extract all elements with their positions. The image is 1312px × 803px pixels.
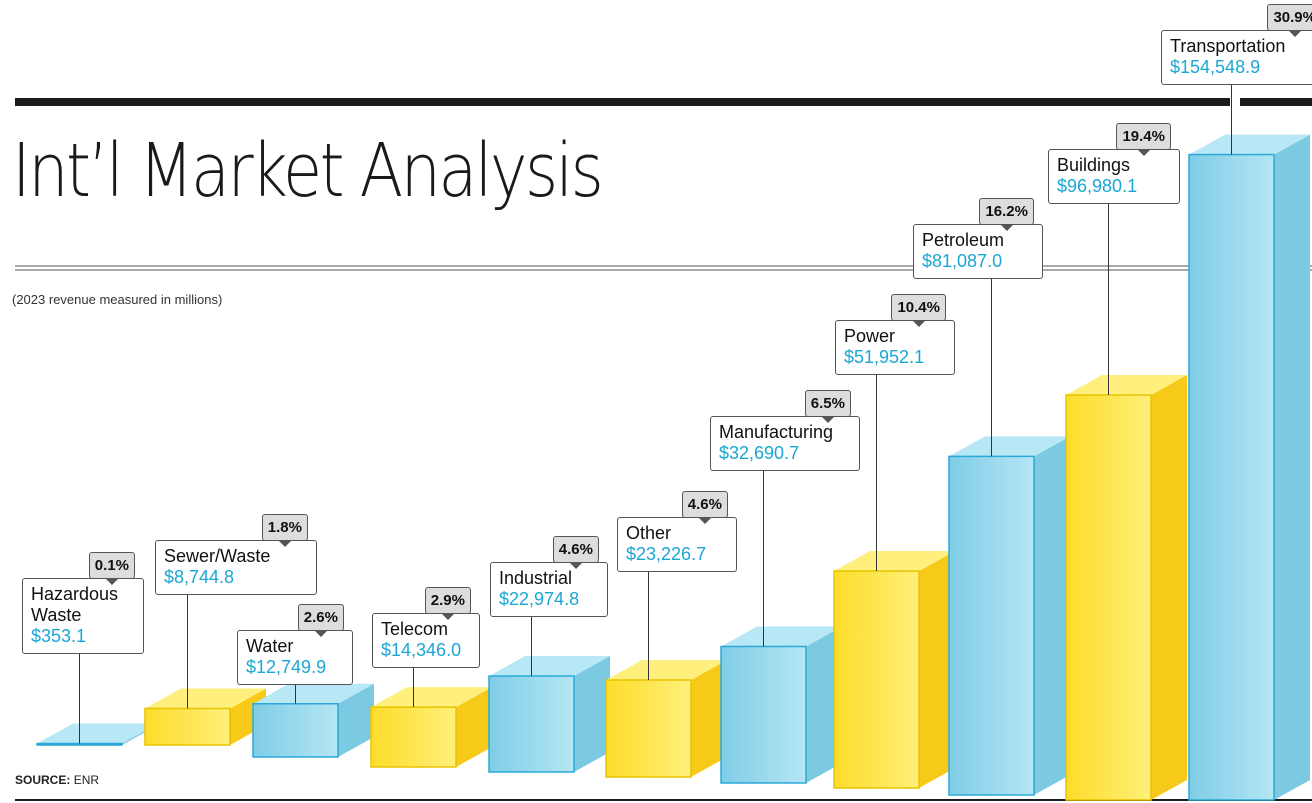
- bar: [252, 703, 339, 758]
- bar: [1065, 394, 1152, 801]
- value-label: $22,974.8: [499, 589, 580, 609]
- bar-side: [806, 626, 842, 783]
- category-label: Other: [626, 523, 672, 543]
- source: SOURCE: ENR: [15, 773, 99, 787]
- bar-side: [338, 683, 374, 757]
- share-label: 10.4%: [891, 294, 946, 327]
- callout: Manufacturing $32,690.7 6.5%: [710, 390, 860, 471]
- bar-top: [834, 551, 955, 572]
- callout: Petroleum $81,087.0 16.2%: [913, 198, 1043, 279]
- bar: [833, 570, 920, 789]
- bar-side: [574, 656, 610, 772]
- value-label: $96,980.1: [1057, 176, 1138, 196]
- share-label: 19.4%: [1116, 123, 1171, 156]
- leaders: [79, 50, 1232, 744]
- category-label: Water: [246, 636, 294, 656]
- bar-side: [456, 687, 492, 767]
- value-label: $23,226.7: [626, 544, 707, 564]
- category-label: Manufacturing: [719, 422, 834, 442]
- value-label: $32,690.7: [719, 443, 800, 463]
- bar: [370, 706, 457, 768]
- subtitle: (2023 revenue measured in millions): [12, 292, 223, 307]
- bar-top: [949, 436, 1070, 457]
- callout: Water $12,749.9 2.6%: [237, 604, 353, 685]
- bar-top: [721, 626, 842, 647]
- bar: [605, 679, 692, 778]
- category-label: Telecom: [381, 619, 449, 639]
- bar: [144, 707, 231, 746]
- share-label: 0.1%: [88, 552, 135, 585]
- bar: [488, 675, 575, 773]
- source-text: ENR: [73, 773, 100, 787]
- value-label: $12,749.9: [246, 657, 327, 677]
- category-label: Transportation: [1170, 36, 1286, 56]
- callout: Transportation $154,548.9 30.9%: [1161, 4, 1312, 85]
- bar-top: [1066, 374, 1187, 395]
- category-label: Power: [844, 326, 896, 346]
- bar-side: [919, 551, 955, 788]
- value-label: $14,346.0: [381, 640, 462, 660]
- bar-side: [1034, 436, 1070, 795]
- value-label: $353.1: [31, 626, 87, 646]
- bar-top: [371, 687, 492, 708]
- bar-top: [606, 660, 727, 681]
- callout: Industrial $22,974.8 4.6%: [490, 536, 608, 617]
- value-label: $8,744.8: [164, 567, 235, 587]
- callout: Telecom $14,346.0 2.9%: [372, 587, 480, 668]
- value-label: $81,087.0: [922, 251, 1003, 271]
- share-label: 2.9%: [424, 587, 471, 620]
- value-label: $51,952.1: [844, 347, 925, 367]
- share-label: 30.9%: [1267, 4, 1312, 37]
- source-label: SOURCE:: [15, 773, 71, 787]
- bar-top: [489, 656, 610, 677]
- bar: [1188, 153, 1275, 801]
- callout: Hazardous Waste $353.1 0.1%: [22, 552, 144, 654]
- share-label: 1.8%: [261, 514, 308, 547]
- share-label: 4.6%: [552, 536, 599, 569]
- callout: Sewer/Waste $8,744.8 1.8%: [155, 514, 317, 595]
- callout: Buildings $96,980.1 19.4%: [1048, 123, 1180, 204]
- callout: Power $51,952.1 10.4%: [835, 294, 955, 375]
- bar-side: [1274, 134, 1310, 800]
- share-label: 16.2%: [979, 198, 1034, 231]
- title: Int’l Market Analysis: [12, 128, 604, 214]
- category-label: Industrial: [499, 568, 573, 588]
- bar-top: [145, 688, 266, 709]
- category-label: Hazardous Waste: [31, 584, 119, 625]
- share-label: 2.6%: [297, 604, 344, 637]
- category-label: Petroleum: [922, 230, 1005, 250]
- share-label: 6.5%: [804, 390, 851, 423]
- share-label: 4.6%: [681, 491, 728, 524]
- callout: Other $23,226.7 4.6%: [617, 491, 737, 572]
- category-label: Sewer/Waste: [164, 546, 271, 566]
- bars: [36, 134, 1310, 801]
- bar-top: [1189, 134, 1310, 155]
- category-label: Buildings: [1057, 155, 1131, 175]
- bar: [720, 645, 807, 784]
- value-label: $154,548.9: [1170, 57, 1261, 77]
- bar-top: [253, 683, 374, 704]
- bar: [948, 455, 1035, 796]
- bar-side: [1151, 374, 1187, 800]
- bar: [36, 742, 123, 746]
- bar-side: [691, 660, 727, 777]
- bar-top: [37, 723, 158, 744]
